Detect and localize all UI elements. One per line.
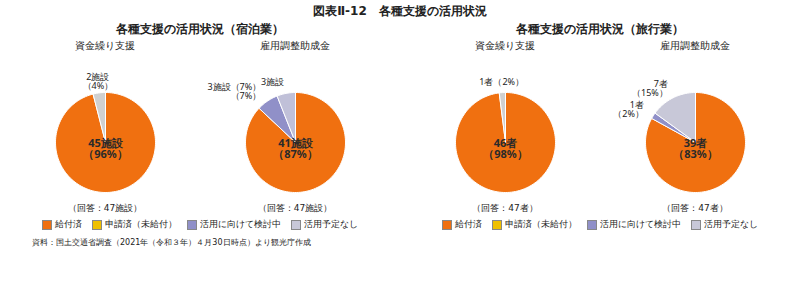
html-text:図表Ⅱ-12 各種支援の活用状況: 図表Ⅱ-12 各種支援の活用状況 [313,4,487,18]
svg-text:7者（15%）: 7者（15%） [632,77,668,99]
svg-text:41施設（87%）: 41施設（87%） [273,135,318,161]
html-text:雇用調整助成金: 雇用調整助成金 [260,40,330,51]
svg-text:45施設（96%）: 45施設（96%） [83,135,128,161]
html-text:（回答：47者）: （回答：47者） [472,203,538,213]
svg-text:1者（2%）: 1者（2%） [479,75,524,88]
html-text:申請済（未給付）: 申請済（未給付） [105,219,177,229]
html-text:各種支援の活用状況（宿泊業）: 各種支援の活用状況（宿泊業） [116,22,284,36]
html-text:申請済（未給付）: 申請済（未給付） [505,219,577,229]
html-text:活用予定なし: 活用予定なし [304,219,358,229]
svg-text:2施設（4%）: 2施設（4%） [83,70,114,92]
svg-text:1者（2%）: 1者（2%） [613,98,644,120]
html-text:各種支援の活用状況（旅行業）: 各種支援の活用状況（旅行業） [516,22,684,36]
html-text:資金繰り支援: 資金繰り支援 [75,40,135,51]
html-text:資料：国土交通省調査（2021年（令和３年）４月30日時点）: 資料：国土交通省調査（2021年（令和３年）４月30日時点）より観光庁作成 [32,238,311,247]
svg-text:3施設（7%）（7%）: 3施設（7%）（7%） [207,80,261,102]
html-text:活用に向けて検討中: 活用に向けて検討中 [200,219,281,229]
html-text:給付済: 給付済 [55,219,82,229]
html-text:（回答：47者）: （回答：47者） [662,203,728,213]
html-text:（回答：47施設）: （回答：47施設） [257,203,333,213]
html-text:（回答：47施設）: （回答：47施設） [67,203,143,213]
svg-text:46者（98%）: 46者（98%） [483,135,528,161]
html-text:活用予定なし: 活用予定なし [704,219,758,229]
svg-text:3施設: 3施設 [261,75,284,88]
html-text:雇用調整助成金: 雇用調整助成金 [660,40,730,51]
html-text:給付済: 給付済 [455,219,482,229]
svg-text:39者（83%）: 39者（83%） [673,135,718,161]
html-text:資金繰り支援: 資金繰り支援 [475,40,535,51]
html-text:活用に向けて検討中: 活用に向けて検討中 [600,219,681,229]
